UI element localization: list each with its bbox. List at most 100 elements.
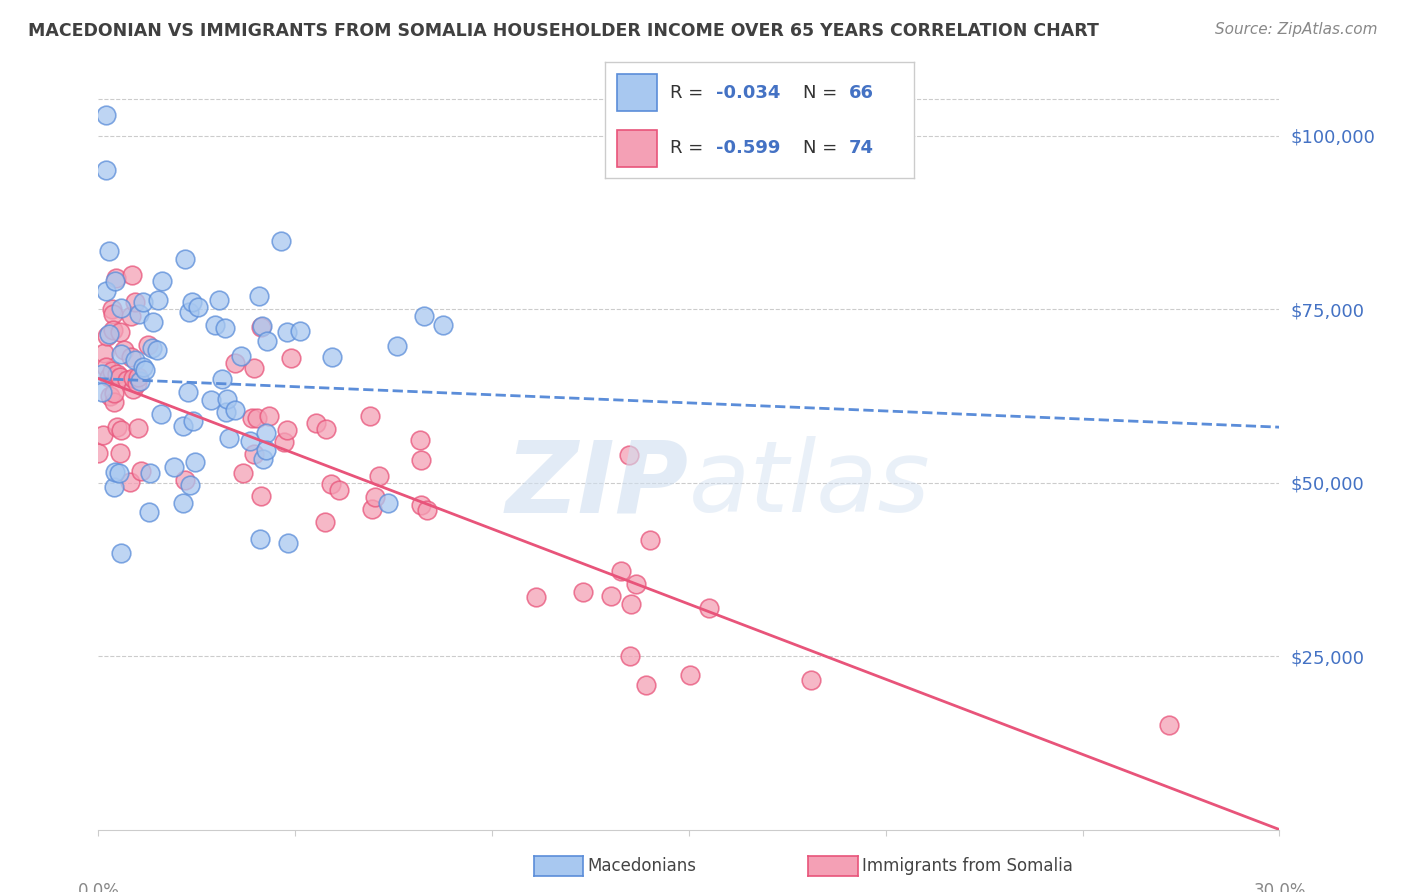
Point [187, 300, 209, 314]
Point [250, 320, 273, 334]
Point [277, 536, 299, 550]
Point [572, 584, 595, 599]
Point [105, 420, 128, 434]
Point [315, 422, 337, 436]
Text: N =: N = [803, 139, 842, 157]
Point [224, 402, 246, 417]
Point [150, 275, 173, 289]
Text: 30.0%: 30.0% [1253, 882, 1306, 892]
Point [103, 323, 125, 337]
Point [138, 466, 160, 480]
Point [319, 476, 342, 491]
Point [634, 678, 657, 692]
Point [146, 293, 169, 308]
Text: Immigrants from Somalia: Immigrants from Somalia [862, 857, 1073, 875]
Point [91, 384, 114, 399]
Point [599, 589, 621, 603]
Point [416, 502, 439, 516]
Point [179, 477, 201, 491]
Point [121, 268, 143, 282]
Point [377, 496, 399, 510]
Text: atlas: atlas [689, 436, 931, 533]
Point [141, 341, 163, 355]
Point [214, 321, 236, 335]
Point [120, 351, 142, 365]
Point [91, 428, 114, 442]
Point [800, 673, 823, 687]
Text: Source: ZipAtlas.com: Source: ZipAtlas.com [1215, 22, 1378, 37]
Point [104, 270, 127, 285]
Point [321, 350, 343, 364]
FancyBboxPatch shape [617, 74, 657, 112]
Point [93, 345, 115, 359]
Point [134, 363, 156, 377]
Point [129, 464, 152, 478]
FancyBboxPatch shape [617, 129, 657, 167]
Point [240, 411, 263, 425]
Point [174, 473, 197, 487]
Point [105, 368, 128, 382]
Point [96, 108, 118, 122]
Point [98, 370, 121, 384]
Point [215, 392, 238, 406]
Point [96, 163, 118, 178]
Point [432, 318, 454, 332]
Point [122, 382, 145, 396]
Point [246, 410, 269, 425]
Point [280, 351, 302, 365]
Point [314, 516, 336, 530]
Point [97, 244, 120, 258]
Point [640, 533, 662, 547]
Point [256, 334, 278, 349]
Point [409, 453, 432, 467]
Point [172, 496, 194, 510]
Point [413, 309, 436, 323]
Point [100, 302, 122, 317]
Point [697, 600, 720, 615]
Point [127, 370, 149, 384]
Point [136, 338, 159, 352]
Point [218, 431, 240, 445]
Point [107, 467, 129, 481]
Point [101, 364, 124, 378]
Point [149, 407, 172, 421]
Point [288, 324, 311, 338]
Text: MACEDONIAN VS IMMIGRANTS FROM SOMALIA HOUSEHOLDER INCOME OVER 65 YEARS CORRELATI: MACEDONIAN VS IMMIGRANTS FROM SOMALIA HO… [28, 22, 1099, 40]
Point [112, 343, 135, 358]
Point [211, 372, 233, 386]
Point [617, 449, 640, 463]
Point [247, 289, 270, 303]
Point [411, 499, 433, 513]
Text: R =: R = [669, 84, 709, 102]
Point [103, 307, 125, 321]
Point [328, 483, 350, 497]
Point [129, 374, 152, 388]
Point [174, 252, 197, 267]
Text: R =: R = [669, 139, 709, 157]
Point [122, 371, 145, 385]
Point [361, 501, 384, 516]
Point [232, 466, 254, 480]
Point [204, 318, 226, 332]
Point [183, 414, 205, 428]
Point [163, 459, 186, 474]
Point [172, 419, 194, 434]
Point [359, 409, 381, 424]
Point [98, 388, 121, 402]
Point [108, 325, 131, 339]
Point [273, 434, 295, 449]
Point [94, 284, 117, 298]
Point [184, 455, 207, 469]
Point [252, 451, 274, 466]
Text: Macedonians: Macedonians [588, 857, 697, 875]
Point [91, 368, 114, 382]
Point [98, 326, 121, 341]
Point [276, 326, 298, 340]
Point [259, 409, 281, 423]
Point [231, 349, 253, 363]
Text: -0.599: -0.599 [716, 139, 780, 157]
Point [249, 532, 271, 546]
Point [243, 361, 266, 376]
Point [127, 421, 149, 435]
Point [117, 373, 139, 387]
